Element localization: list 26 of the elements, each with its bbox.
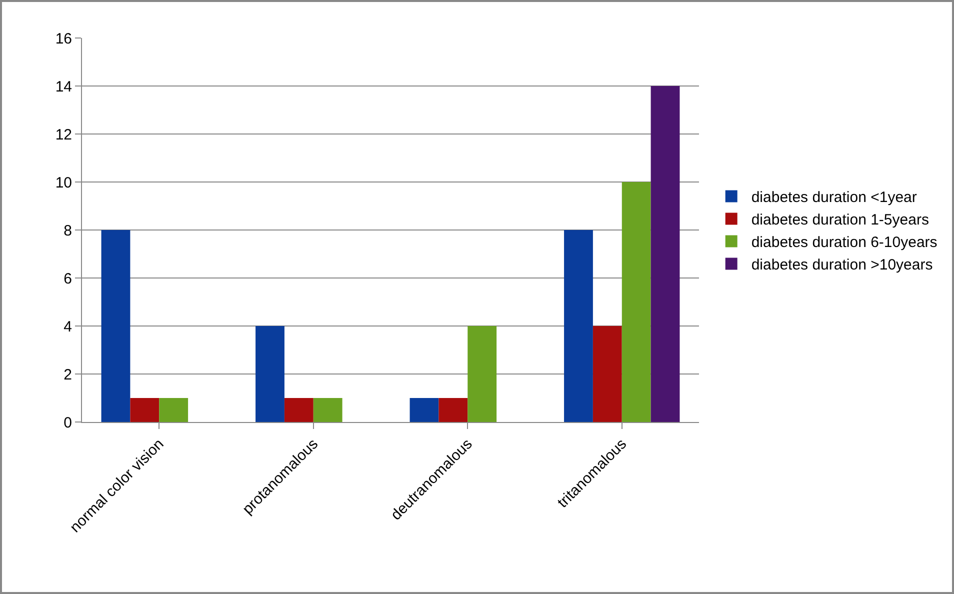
- y-tick-label: 6: [64, 270, 72, 288]
- legend-label: diabetes duration <1year: [751, 189, 917, 206]
- bar: [130, 398, 160, 422]
- bar: [622, 182, 651, 422]
- bar: [410, 398, 439, 422]
- bar: [313, 398, 342, 422]
- y-tick-label: 8: [64, 222, 72, 240]
- bar: [468, 326, 497, 422]
- y-tick-label: 4: [64, 318, 72, 336]
- y-tick-label: 10: [55, 174, 72, 192]
- bar: [256, 326, 284, 422]
- y-tick-label: 12: [55, 126, 72, 144]
- bar: [159, 398, 188, 422]
- y-tick-label: 0: [64, 414, 72, 432]
- legend-label: diabetes duration 1-5years: [751, 212, 929, 229]
- bar: [592, 326, 622, 422]
- legend-label: diabetes duration >10years: [751, 256, 933, 274]
- bar: [101, 230, 130, 422]
- y-tick-label: 14: [55, 78, 72, 96]
- y-tick-label: 2: [64, 366, 72, 384]
- bar: [438, 398, 468, 422]
- bar: [284, 398, 314, 422]
- bar: [650, 86, 680, 422]
- legend-label: diabetes duration 6-10years: [751, 234, 938, 252]
- y-tick-label: 16: [55, 30, 72, 48]
- bar: [564, 230, 593, 422]
